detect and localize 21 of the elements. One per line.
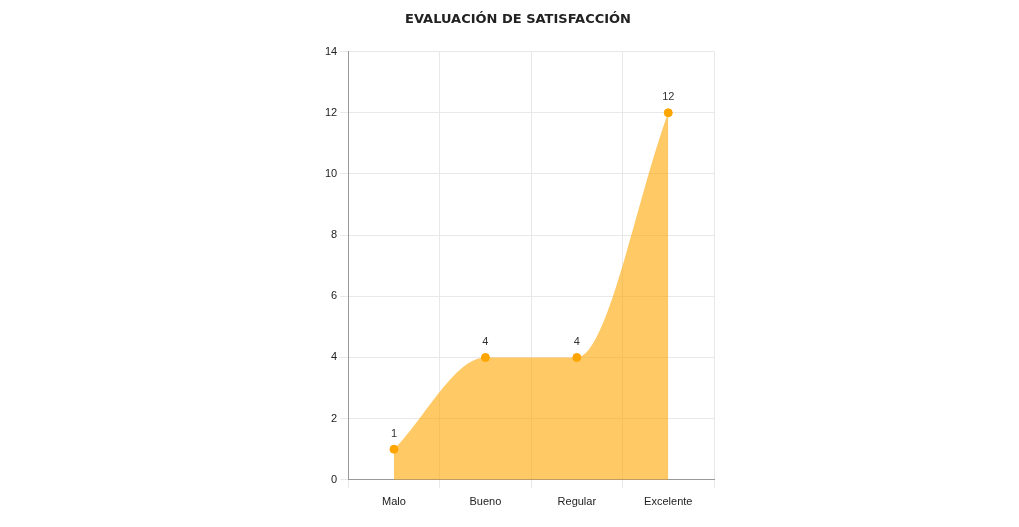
y-tick-label: 14 — [324, 44, 338, 57]
data-label: 4 — [573, 334, 580, 347]
y-tick-label: 8 — [331, 228, 338, 241]
data-label: 4 — [482, 334, 489, 347]
data-label: 12 — [662, 90, 675, 103]
point — [480, 352, 490, 362]
point — [389, 444, 399, 454]
x-tick-label: Malo — [382, 495, 406, 508]
point — [663, 108, 673, 118]
x-tick-label: Bueno — [469, 495, 502, 508]
y-tick-label: 2 — [331, 411, 338, 424]
point — [572, 352, 582, 362]
x-tick-label: Excelente — [644, 495, 693, 508]
y-tick-label: 0 — [331, 472, 338, 485]
data-label: 1 — [390, 426, 398, 439]
chart-title: EVALUACIÓN DE SATISFACCIÓN — [405, 11, 631, 27]
y-tick-label: 12 — [324, 105, 338, 118]
x-tick-label: Regular — [557, 495, 597, 508]
y-tick-label: 6 — [331, 289, 338, 302]
y-tick-label: 4 — [331, 350, 338, 363]
y-tick-label: 10 — [324, 166, 338, 179]
